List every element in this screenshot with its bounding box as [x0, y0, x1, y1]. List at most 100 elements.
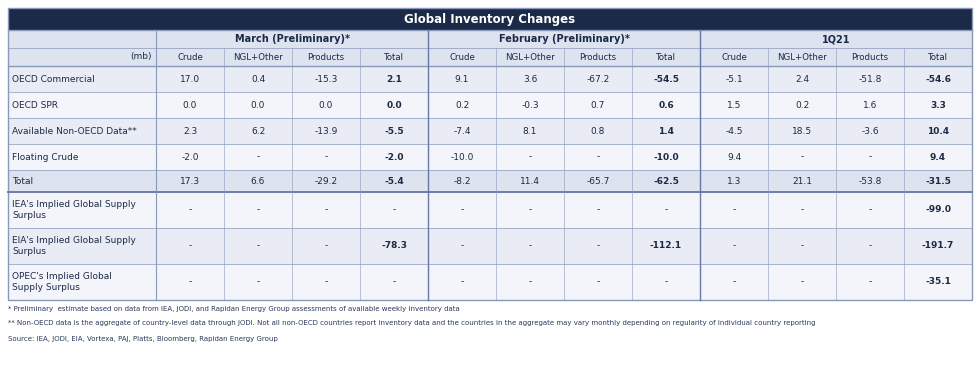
Text: -4.5: -4.5 [725, 127, 743, 136]
Text: 0.2: 0.2 [455, 100, 469, 109]
Bar [8, 92, 972, 118]
Text: -: - [528, 242, 531, 250]
Text: -29.2: -29.2 [315, 176, 337, 185]
Text: 6.2: 6.2 [251, 127, 266, 136]
Text: -: - [597, 242, 600, 250]
Text: -3.6: -3.6 [861, 127, 879, 136]
Text: -15.3: -15.3 [315, 74, 338, 84]
Text: -: - [324, 206, 327, 214]
Text: Crude: Crude [721, 52, 747, 62]
Text: 0.0: 0.0 [251, 100, 266, 109]
Text: -53.8: -53.8 [858, 176, 882, 185]
Text: Available Non-OECD Data**: Available Non-OECD Data** [12, 127, 137, 136]
Text: 3.6: 3.6 [522, 74, 537, 84]
Text: 2.1: 2.1 [386, 74, 402, 84]
Text: -: - [597, 277, 600, 287]
Text: 17.3: 17.3 [180, 176, 200, 185]
Text: -: - [392, 206, 396, 214]
Text: -: - [664, 206, 667, 214]
Text: -: - [528, 277, 531, 287]
Text: -191.7: -191.7 [922, 242, 955, 250]
Text: -: - [324, 277, 327, 287]
Bar [8, 170, 972, 192]
Text: -0.3: -0.3 [521, 100, 539, 109]
Bar [8, 118, 972, 144]
Text: -35.1: -35.1 [925, 277, 951, 287]
Text: Total: Total [384, 52, 404, 62]
Text: -: - [257, 206, 260, 214]
Text: -65.7: -65.7 [586, 176, 610, 185]
Text: -51.8: -51.8 [858, 74, 882, 84]
Text: -5.5: -5.5 [384, 127, 404, 136]
Text: -99.0: -99.0 [925, 206, 951, 214]
Text: 0.0: 0.0 [183, 100, 197, 109]
Text: (mb): (mb) [130, 52, 152, 62]
Text: 0.8: 0.8 [591, 127, 606, 136]
Text: 9.4: 9.4 [930, 152, 946, 161]
Text: 21.1: 21.1 [792, 176, 812, 185]
Text: -: - [257, 242, 260, 250]
Text: 9.1: 9.1 [455, 74, 469, 84]
Text: -8.2: -8.2 [454, 176, 470, 185]
Bar [8, 66, 972, 92]
Text: Products: Products [852, 52, 889, 62]
Text: NGL+Other: NGL+Other [233, 52, 283, 62]
Text: 10.4: 10.4 [927, 127, 949, 136]
Text: -5.4: -5.4 [384, 176, 404, 185]
Text: OPEC's Implied Global
Supply Surplus: OPEC's Implied Global Supply Surplus [12, 272, 112, 292]
Text: -: - [801, 242, 804, 250]
Text: OECD Commercial: OECD Commercial [12, 74, 95, 84]
Text: -31.5: -31.5 [925, 176, 951, 185]
Text: -13.9: -13.9 [315, 127, 338, 136]
Text: -7.4: -7.4 [454, 127, 470, 136]
Text: -2.0: -2.0 [181, 152, 199, 161]
Text: Total: Total [928, 52, 948, 62]
Bar [8, 30, 972, 48]
Text: 0.2: 0.2 [795, 100, 809, 109]
Text: -: - [528, 152, 531, 161]
Text: -: - [732, 206, 736, 214]
Text: NGL+Other: NGL+Other [777, 52, 827, 62]
Bar [8, 264, 972, 300]
Bar [8, 8, 972, 300]
Bar [8, 48, 972, 66]
Text: Products: Products [579, 52, 616, 62]
Text: -: - [664, 277, 667, 287]
Text: -: - [528, 206, 531, 214]
Text: -54.6: -54.6 [925, 74, 951, 84]
Text: 1.4: 1.4 [658, 127, 674, 136]
Text: -: - [732, 277, 736, 287]
Text: 1.6: 1.6 [862, 100, 877, 109]
Text: -54.5: -54.5 [653, 74, 679, 84]
Text: -: - [868, 206, 871, 214]
Text: -10.0: -10.0 [654, 152, 679, 161]
Text: 18.5: 18.5 [792, 127, 812, 136]
Text: NGL+Other: NGL+Other [505, 52, 555, 62]
Text: -: - [801, 152, 804, 161]
Text: -78.3: -78.3 [381, 242, 407, 250]
Text: IEA's Implied Global Supply
Surplus: IEA's Implied Global Supply Surplus [12, 200, 136, 220]
Text: OECD SPR: OECD SPR [12, 100, 58, 109]
Bar [8, 228, 972, 264]
Text: 0.4: 0.4 [251, 74, 266, 84]
Text: -112.1: -112.1 [650, 242, 682, 250]
Bar [8, 192, 972, 228]
Text: -10.0: -10.0 [451, 152, 473, 161]
Text: -: - [257, 277, 260, 287]
Text: Floating Crude: Floating Crude [12, 152, 78, 161]
Text: 2.3: 2.3 [183, 127, 197, 136]
Text: 3.3: 3.3 [930, 100, 946, 109]
Text: ** Non-OECD data is the aggregate of country-level data through JODI. Not all no: ** Non-OECD data is the aggregate of cou… [8, 320, 815, 326]
Text: -: - [801, 277, 804, 287]
Text: Products: Products [308, 52, 345, 62]
Text: -: - [801, 206, 804, 214]
Text: 2.4: 2.4 [795, 74, 809, 84]
Text: -: - [324, 242, 327, 250]
Text: -5.1: -5.1 [725, 74, 743, 84]
Text: Global Inventory Changes: Global Inventory Changes [405, 13, 575, 25]
Text: -: - [188, 206, 192, 214]
Text: 8.1: 8.1 [522, 127, 537, 136]
Text: -2.0: -2.0 [384, 152, 404, 161]
Text: -: - [461, 242, 464, 250]
Text: -: - [188, 242, 192, 250]
